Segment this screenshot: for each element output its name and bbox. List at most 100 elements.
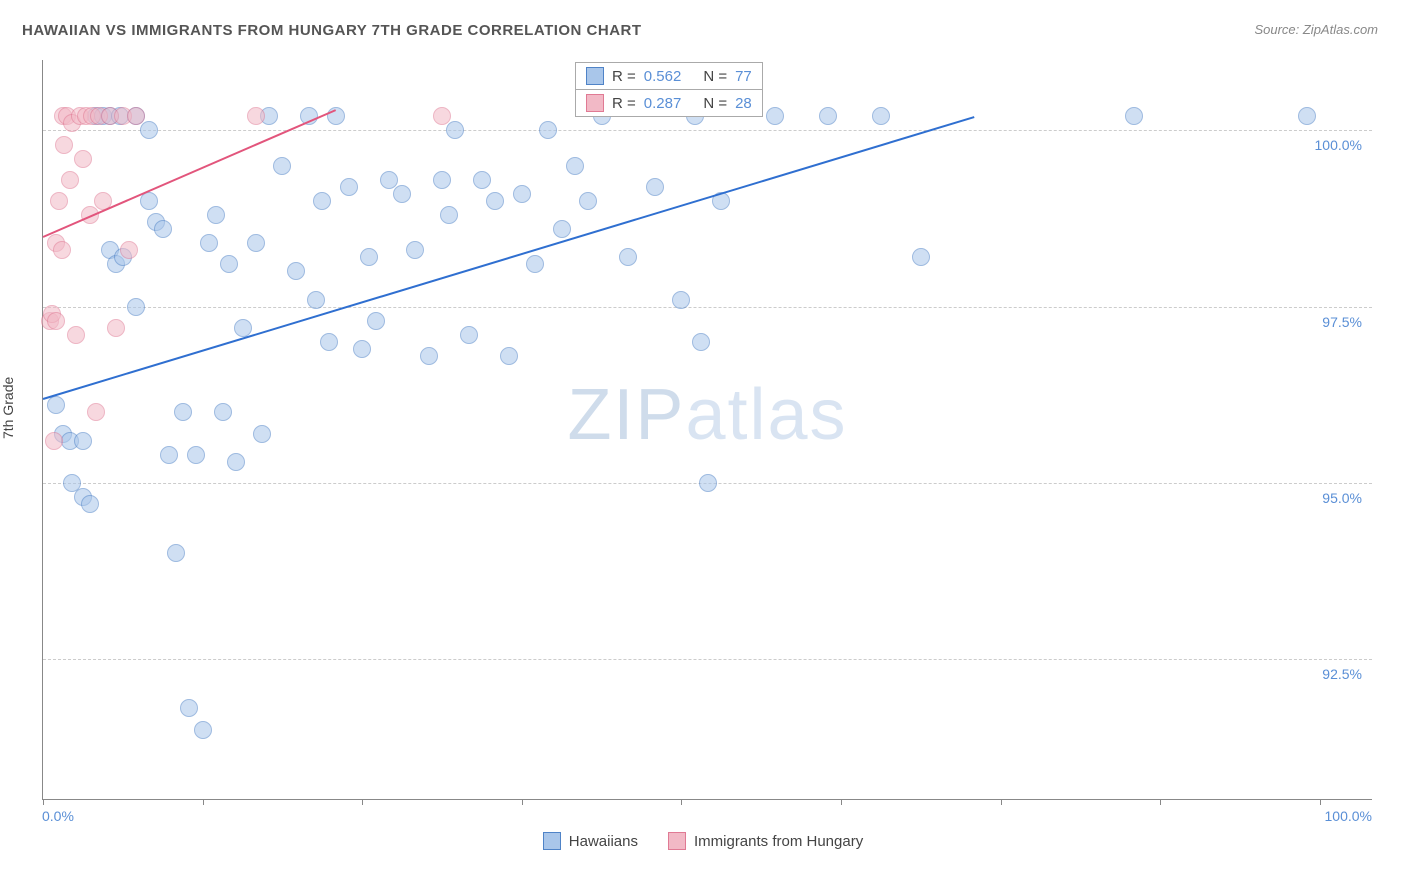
data-point bbox=[120, 241, 138, 259]
watermark: ZIPatlas bbox=[567, 374, 847, 456]
data-point bbox=[234, 319, 252, 337]
data-point bbox=[253, 425, 271, 443]
data-point bbox=[194, 721, 212, 739]
data-point bbox=[500, 347, 518, 365]
data-point bbox=[692, 333, 710, 351]
x-tick bbox=[1160, 799, 1161, 805]
data-point bbox=[672, 291, 690, 309]
stat-r-label: R = bbox=[612, 95, 636, 112]
data-point bbox=[440, 206, 458, 224]
data-point bbox=[566, 157, 584, 175]
data-point bbox=[872, 107, 890, 125]
x-tick bbox=[841, 799, 842, 805]
y-tick-label: 95.0% bbox=[1322, 490, 1362, 506]
data-point bbox=[446, 121, 464, 139]
x-tick bbox=[362, 799, 363, 805]
stat-n-value: 77 bbox=[735, 68, 752, 85]
data-point bbox=[227, 453, 245, 471]
stat-r-label: R = bbox=[612, 68, 636, 85]
data-point bbox=[154, 220, 172, 238]
data-point bbox=[360, 248, 378, 266]
data-point bbox=[61, 171, 79, 189]
stat-r-value: 0.562 bbox=[644, 68, 682, 85]
series-swatch bbox=[586, 67, 604, 85]
legend-swatch bbox=[543, 832, 561, 850]
stats-row: R = 0.562 N = 77 bbox=[576, 63, 762, 89]
data-point bbox=[1298, 107, 1316, 125]
stats-box: R = 0.562 N = 77 R = 0.287 N = 28 bbox=[575, 62, 763, 117]
legend-label: Hawaiians bbox=[569, 833, 638, 850]
x-axis-min-label: 0.0% bbox=[42, 808, 74, 824]
x-tick bbox=[1320, 799, 1321, 805]
data-point bbox=[180, 699, 198, 717]
data-point bbox=[579, 192, 597, 210]
data-point bbox=[160, 446, 178, 464]
legend-item: Immigrants from Hungary bbox=[668, 832, 863, 850]
data-point bbox=[53, 241, 71, 259]
data-point bbox=[912, 248, 930, 266]
gridline bbox=[43, 307, 1372, 308]
data-point bbox=[247, 107, 265, 125]
stat-n-label: N = bbox=[703, 68, 727, 85]
data-point bbox=[699, 474, 717, 492]
y-tick-label: 92.5% bbox=[1322, 666, 1362, 682]
data-point bbox=[380, 171, 398, 189]
stat-r-value: 0.287 bbox=[644, 95, 682, 112]
data-point bbox=[646, 178, 664, 196]
data-point bbox=[47, 396, 65, 414]
data-point bbox=[55, 136, 73, 154]
data-point bbox=[307, 291, 325, 309]
data-point bbox=[486, 192, 504, 210]
data-point bbox=[553, 220, 571, 238]
x-tick bbox=[203, 799, 204, 805]
trend-line bbox=[43, 109, 336, 238]
x-tick bbox=[1001, 799, 1002, 805]
data-point bbox=[107, 319, 125, 337]
data-point bbox=[74, 150, 92, 168]
data-point bbox=[207, 206, 225, 224]
x-tick bbox=[43, 799, 44, 805]
data-point bbox=[247, 234, 265, 252]
y-tick-label: 97.5% bbox=[1322, 314, 1362, 330]
data-point bbox=[187, 446, 205, 464]
data-point bbox=[406, 241, 424, 259]
data-point bbox=[513, 185, 531, 203]
data-point bbox=[420, 347, 438, 365]
scatter-chart: ZIPatlas 92.5%95.0%97.5%100.0%R = 0.562N… bbox=[42, 60, 1372, 800]
data-point bbox=[1125, 107, 1143, 125]
data-point bbox=[87, 403, 105, 421]
source-attribution: Source: ZipAtlas.com bbox=[1254, 22, 1378, 37]
data-point bbox=[81, 495, 99, 513]
y-axis-label: 7th Grade bbox=[0, 377, 16, 439]
data-point bbox=[619, 248, 637, 266]
data-point bbox=[47, 312, 65, 330]
data-point bbox=[167, 544, 185, 562]
data-point bbox=[393, 185, 411, 203]
data-point bbox=[273, 157, 291, 175]
gridline bbox=[43, 659, 1372, 660]
series-swatch bbox=[586, 94, 604, 112]
data-point bbox=[320, 333, 338, 351]
data-point bbox=[766, 107, 784, 125]
data-point bbox=[287, 262, 305, 280]
data-point bbox=[67, 326, 85, 344]
data-point bbox=[74, 432, 92, 450]
legend: Hawaiians Immigrants from Hungary bbox=[0, 832, 1406, 850]
x-axis-max-label: 100.0% bbox=[1325, 808, 1372, 824]
data-point bbox=[220, 255, 238, 273]
data-point bbox=[45, 432, 63, 450]
stats-row: R = 0.287 N = 28 bbox=[576, 89, 762, 116]
chart-title: HAWAIIAN VS IMMIGRANTS FROM HUNGARY 7TH … bbox=[22, 22, 642, 39]
data-point bbox=[50, 192, 68, 210]
stat-n-value: 28 bbox=[735, 95, 752, 112]
data-point bbox=[200, 234, 218, 252]
data-point bbox=[539, 121, 557, 139]
data-point bbox=[140, 121, 158, 139]
gridline bbox=[43, 130, 1372, 131]
data-point bbox=[353, 340, 371, 358]
data-point bbox=[127, 107, 145, 125]
data-point bbox=[174, 403, 192, 421]
data-point bbox=[367, 312, 385, 330]
legend-item: Hawaiians bbox=[543, 832, 638, 850]
stat-n-label: N = bbox=[703, 95, 727, 112]
